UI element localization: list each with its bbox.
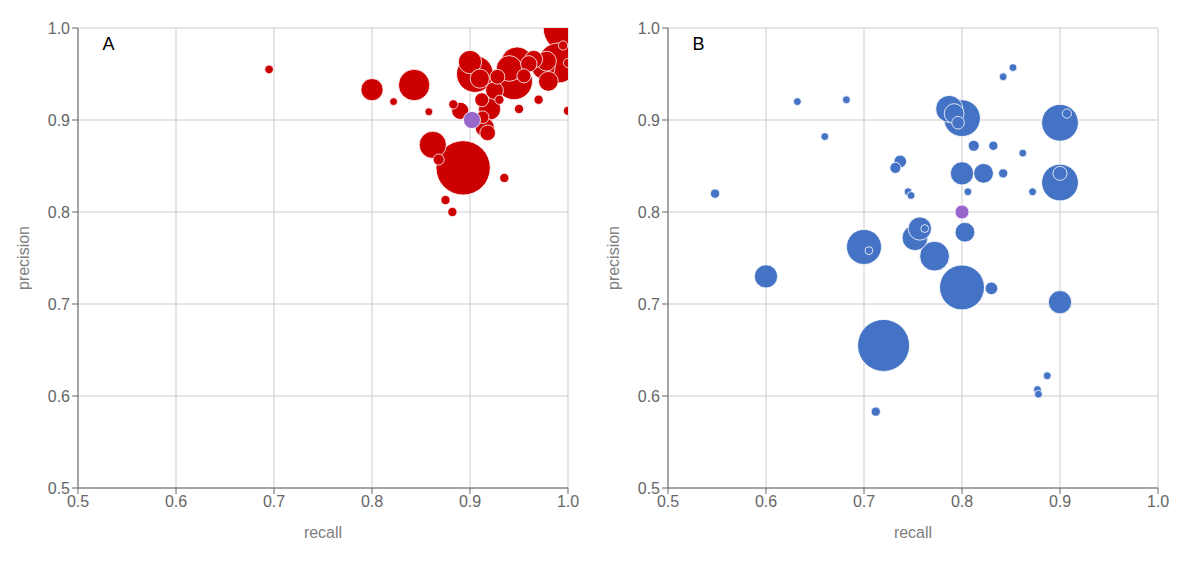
svg-text:0.6: 0.6 bbox=[48, 388, 70, 405]
svg-text:0.6: 0.6 bbox=[165, 493, 187, 510]
svg-text:1.0: 1.0 bbox=[557, 493, 579, 510]
svg-text:recall: recall bbox=[304, 524, 342, 541]
svg-text:0.8: 0.8 bbox=[361, 493, 383, 510]
svg-text:recall: recall bbox=[894, 524, 932, 541]
svg-text:0.5: 0.5 bbox=[48, 480, 70, 497]
svg-text:0.8: 0.8 bbox=[951, 493, 973, 510]
svg-text:0.9: 0.9 bbox=[48, 112, 70, 129]
svg-text:0.9: 0.9 bbox=[459, 493, 481, 510]
html-text:B: B bbox=[692, 34, 705, 54]
svg-text:0.9: 0.9 bbox=[638, 112, 660, 129]
svg-text:0.8: 0.8 bbox=[638, 204, 660, 221]
svg-text:0.6: 0.6 bbox=[638, 388, 660, 405]
svg-text:0.7: 0.7 bbox=[638, 296, 660, 313]
svg-text:precision: precision bbox=[15, 226, 32, 290]
svg-text:1.0: 1.0 bbox=[638, 20, 660, 37]
html-text:A: A bbox=[102, 34, 115, 54]
svg-text:0.7: 0.7 bbox=[263, 493, 285, 510]
svg-text:0.6: 0.6 bbox=[755, 493, 777, 510]
svg-text:0.7: 0.7 bbox=[48, 296, 70, 313]
svg-text:0.5: 0.5 bbox=[657, 493, 679, 510]
svg-text:0.5: 0.5 bbox=[67, 493, 89, 510]
svg-text:1.0: 1.0 bbox=[48, 20, 70, 37]
svg-text:1.0: 1.0 bbox=[1147, 493, 1169, 510]
svg-text:0.7: 0.7 bbox=[853, 493, 875, 510]
svg-text:precision: precision bbox=[605, 226, 622, 290]
svg-text:0.9: 0.9 bbox=[1049, 493, 1071, 510]
svg-text:0.8: 0.8 bbox=[48, 204, 70, 221]
svg-text:0.5: 0.5 bbox=[638, 480, 660, 497]
